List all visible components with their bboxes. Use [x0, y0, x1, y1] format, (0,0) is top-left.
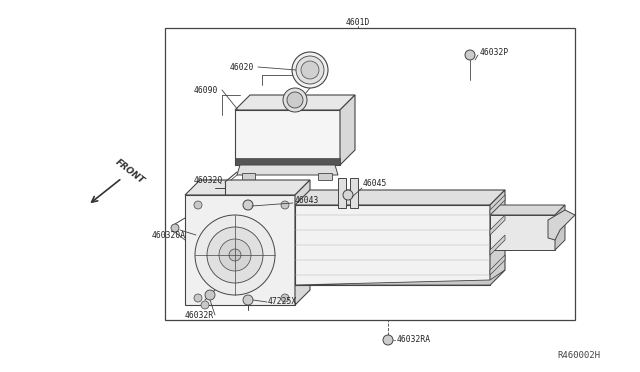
Polygon shape — [242, 173, 255, 180]
Polygon shape — [295, 180, 310, 305]
Text: FRONT: FRONT — [114, 158, 147, 186]
Polygon shape — [490, 205, 565, 215]
Circle shape — [281, 201, 289, 209]
Circle shape — [343, 190, 353, 200]
Text: 46032R: 46032R — [185, 311, 214, 320]
Polygon shape — [490, 195, 505, 215]
Polygon shape — [490, 255, 505, 275]
Circle shape — [243, 295, 253, 305]
Circle shape — [195, 215, 275, 295]
Text: 46090: 46090 — [194, 86, 218, 94]
Polygon shape — [350, 178, 358, 208]
Text: 46045: 46045 — [363, 179, 387, 187]
Circle shape — [229, 249, 241, 261]
Polygon shape — [338, 178, 346, 208]
Circle shape — [296, 56, 324, 84]
Text: 4601D: 4601D — [346, 17, 370, 26]
Circle shape — [292, 52, 328, 88]
Circle shape — [194, 294, 202, 302]
Polygon shape — [490, 235, 505, 255]
Polygon shape — [295, 205, 490, 285]
Text: 46043: 46043 — [295, 196, 319, 205]
Circle shape — [201, 301, 209, 309]
Text: 46032RA: 46032RA — [397, 336, 431, 344]
Polygon shape — [295, 190, 505, 205]
Polygon shape — [185, 195, 295, 305]
Text: 46032P: 46032P — [480, 48, 509, 57]
Polygon shape — [235, 110, 340, 165]
Text: 460320A: 460320A — [152, 231, 186, 240]
Circle shape — [281, 294, 289, 302]
Polygon shape — [555, 205, 565, 250]
Bar — [165, 28, 575, 320]
Polygon shape — [490, 215, 505, 235]
Polygon shape — [295, 270, 505, 285]
Circle shape — [194, 201, 202, 209]
Text: 46032Q: 46032Q — [194, 176, 223, 185]
Circle shape — [243, 200, 253, 210]
Circle shape — [287, 92, 303, 108]
Circle shape — [205, 290, 215, 300]
Circle shape — [207, 227, 263, 283]
Circle shape — [383, 335, 393, 345]
Text: R460002H: R460002H — [557, 350, 600, 359]
Polygon shape — [548, 210, 575, 240]
Polygon shape — [490, 215, 555, 250]
Polygon shape — [235, 158, 340, 165]
Polygon shape — [235, 95, 355, 110]
Circle shape — [219, 239, 251, 271]
Polygon shape — [185, 180, 310, 195]
Text: 46020: 46020 — [230, 62, 254, 71]
Text: 47225X: 47225X — [268, 298, 297, 307]
Circle shape — [301, 61, 319, 79]
Polygon shape — [318, 173, 332, 180]
Polygon shape — [237, 165, 338, 175]
Polygon shape — [340, 95, 355, 165]
Circle shape — [283, 88, 307, 112]
Polygon shape — [490, 190, 505, 285]
Circle shape — [465, 50, 475, 60]
Circle shape — [171, 224, 179, 232]
